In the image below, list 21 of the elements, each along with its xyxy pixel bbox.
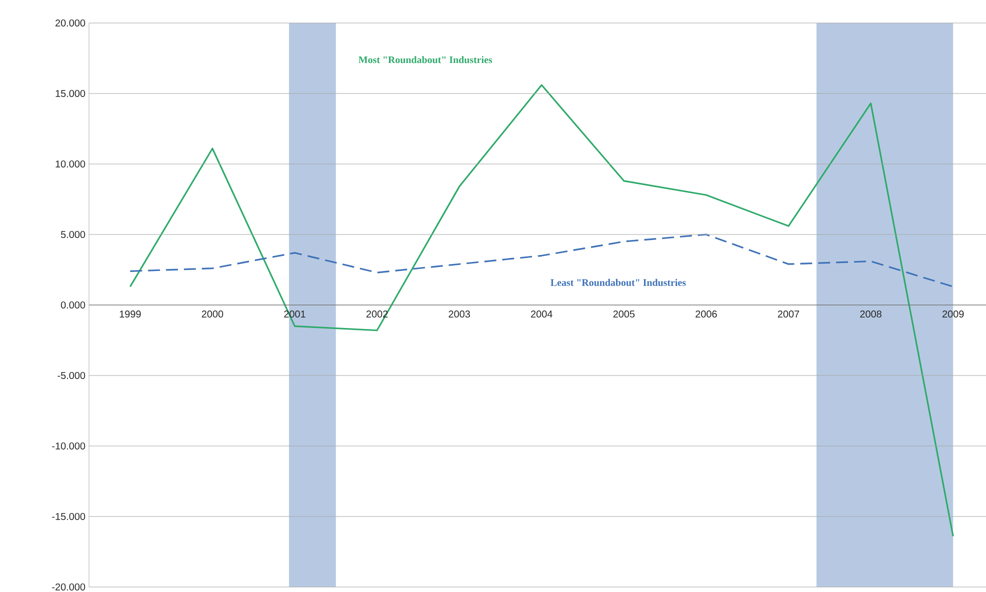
x-tick-label: 2003 [448,310,470,318]
x-tick-label: 2004 [531,310,552,318]
x-tick-label: 2000 [202,310,224,318]
x-tick-label: 2008 [860,310,882,318]
y-tick-label: 5.000 [60,230,86,238]
x-tick-label: 1999 [120,310,141,318]
y-tick-label: 10.000 [56,160,86,168]
line-series [129,234,954,288]
y-tick-label: 0.000 [60,301,86,309]
x-tick-label: 2006 [696,310,717,318]
annotation: Least "Roundabout" Industries [550,278,686,286]
annotation: Most "Roundabout" Industries [358,56,492,64]
x-tick-label: 2009 [942,310,964,318]
y-tick-label: -15.000 [52,512,86,520]
x-tick-label: 2005 [613,310,635,318]
y-tick-label: 15.000 [56,90,86,98]
y-tick-label: 20.000 [56,19,86,27]
y-tick-label: -5.000 [58,372,86,380]
x-tick-label: 2007 [778,310,800,318]
y-tick-label: -20.000 [52,583,86,591]
y-tick-label: -10.000 [52,442,86,450]
